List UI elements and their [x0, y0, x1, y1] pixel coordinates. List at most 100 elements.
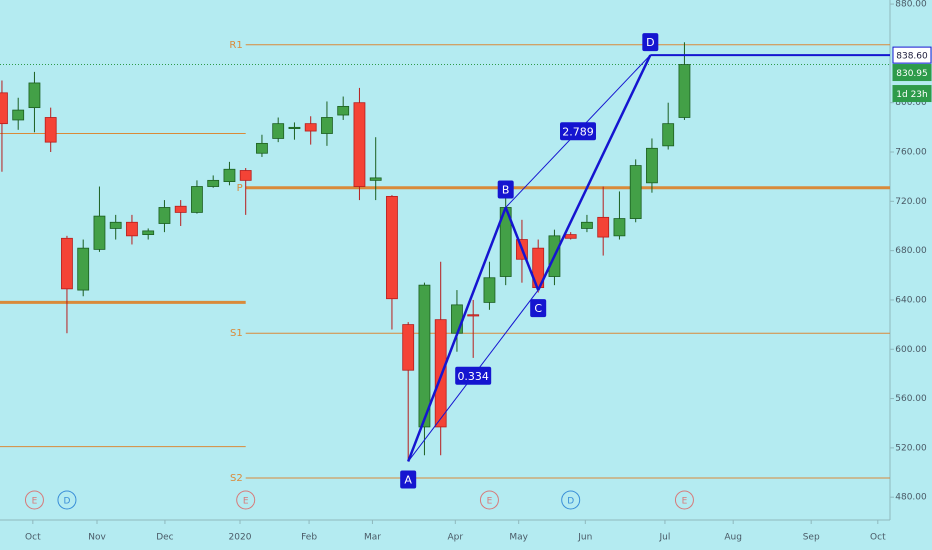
- close-price-label-box: [892, 64, 932, 82]
- pattern-point-label: B: [502, 183, 510, 196]
- pattern-point-label: C: [534, 302, 542, 315]
- x-tick-label: Sep: [803, 533, 820, 543]
- candle-body: [288, 126, 301, 129]
- event-label: D: [567, 497, 574, 507]
- y-tick-label: 640.00: [895, 295, 927, 305]
- pattern-leg: [537, 54, 652, 291]
- pattern-point-label: D: [646, 36, 654, 49]
- event-label: E: [32, 497, 38, 507]
- y-tick-label: 680.00: [895, 246, 927, 256]
- candle-body: [28, 82, 41, 109]
- candle-body: [678, 64, 691, 118]
- event-marker: [236, 490, 256, 510]
- candle-body: [581, 221, 593, 229]
- candle-body: [142, 230, 155, 236]
- candle-body: [629, 165, 642, 219]
- pattern-point-label-box: [400, 470, 417, 489]
- candle-body: [369, 177, 382, 181]
- x-tick-label: Jul: [659, 533, 671, 543]
- candle-body: [272, 123, 285, 139]
- pivot-label: S1: [230, 328, 243, 339]
- candle-body: [109, 221, 122, 229]
- pivot-label: R1: [229, 40, 242, 51]
- candle-body: [597, 216, 610, 238]
- pattern-ratio-box: [560, 122, 597, 141]
- candle-body: [239, 170, 252, 181]
- candle-body: [451, 304, 463, 334]
- x-tick-label: Oct: [25, 533, 41, 543]
- candle-body: [321, 117, 333, 134]
- y-tick-label: 760.00: [895, 148, 927, 158]
- x-tick-label: May: [509, 533, 528, 543]
- pattern-ratio: 0.334: [457, 370, 489, 383]
- candle-body: [174, 205, 187, 213]
- y-tick-label: 880.00: [895, 0, 927, 10]
- y-tick-label: 560.00: [895, 394, 927, 404]
- x-tick-label: Oct: [870, 533, 886, 543]
- candle-body: [467, 314, 480, 317]
- countdown-label: 1d 23h: [896, 90, 927, 100]
- event-marker: [561, 490, 581, 510]
- pattern-leg: [504, 207, 540, 291]
- event-marker: [24, 490, 44, 510]
- y-tick-label: 800.00: [895, 98, 927, 108]
- candle-body: [44, 117, 57, 143]
- event-label: E: [682, 497, 688, 507]
- event-label: E: [487, 497, 493, 507]
- candle-body: [223, 168, 236, 182]
- candle-body: [0, 92, 8, 125]
- event-marker: [674, 490, 694, 510]
- candle-body: [434, 319, 447, 428]
- candle-body: [207, 179, 220, 187]
- x-tick-label: Nov: [88, 533, 106, 543]
- pattern-point-label: A: [404, 473, 412, 486]
- close-price-label: 830.95: [896, 69, 928, 79]
- candle-body: [386, 195, 398, 300]
- candle-body: [613, 218, 626, 237]
- x-tick-label: Mar: [364, 533, 381, 543]
- price-line-label-box: [892, 46, 932, 64]
- x-tick-label: Dec: [156, 533, 173, 543]
- candle-body: [256, 142, 268, 154]
- candle-body: [12, 109, 25, 121]
- candle-body: [304, 123, 317, 132]
- candle-body: [77, 247, 90, 291]
- event-marker: [479, 490, 499, 510]
- candle-body: [191, 186, 203, 213]
- event-marker: [57, 490, 77, 510]
- x-tick-label: Aug: [724, 533, 742, 543]
- pattern-point-label-box: [642, 33, 659, 52]
- candle-body: [402, 324, 415, 371]
- pivot-label: P: [237, 183, 243, 194]
- candle-body: [158, 207, 171, 224]
- y-tick-label: 720.00: [895, 197, 927, 207]
- candle-body: [126, 221, 138, 237]
- x-tick-label: 2020: [229, 533, 252, 543]
- candle-body: [353, 102, 366, 187]
- candle-body: [662, 123, 675, 147]
- candle-body: [61, 237, 73, 290]
- pattern-ratio-box: [455, 366, 492, 385]
- candle-body: [337, 105, 350, 116]
- candle-body: [646, 147, 658, 184]
- candle-body: [418, 284, 431, 428]
- pattern-leg: [407, 207, 507, 462]
- candle-body: [93, 215, 106, 250]
- pattern-point-label-box: [530, 299, 547, 318]
- x-tick-label: Jun: [577, 533, 592, 543]
- x-tick-label: Apr: [448, 533, 464, 543]
- pattern-ratio: 2.789: [562, 125, 594, 138]
- candle-body: [483, 277, 496, 303]
- y-tick-label: 480.00: [895, 493, 927, 503]
- countdown-label-box: [892, 85, 932, 103]
- event-label: D: [63, 497, 70, 507]
- y-tick-label: 520.00: [895, 443, 927, 453]
- event-label: E: [243, 497, 249, 507]
- candle-body: [564, 234, 577, 239]
- pattern-point-label-box: [497, 180, 514, 199]
- pivot-label: S2: [230, 473, 243, 484]
- x-tick-label: Feb: [301, 533, 317, 543]
- price-line-label: 838.60: [896, 52, 928, 62]
